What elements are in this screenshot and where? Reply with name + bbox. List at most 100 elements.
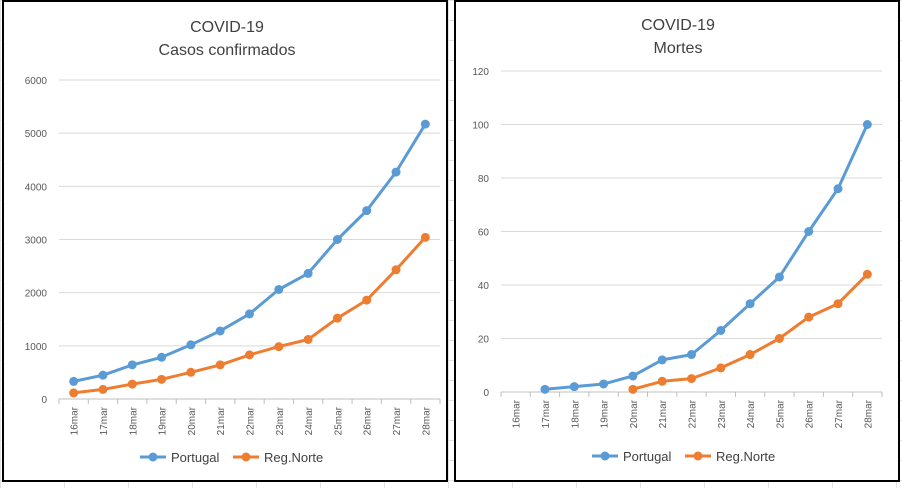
cases-data-point-regnorte xyxy=(274,342,284,352)
cases-data-point-portugal xyxy=(391,167,401,177)
deaths-data-point-portugal xyxy=(833,184,843,194)
cases-y-tick-label: 6000 xyxy=(25,76,48,87)
cases-x-tick-label: 21mar xyxy=(216,406,227,435)
deaths-chart-subtitle: Mortes xyxy=(654,40,703,57)
deaths-x-tick-label: 16mar xyxy=(512,399,523,428)
cases-legend-label: Portugal xyxy=(171,450,220,465)
cases-data-point-portugal xyxy=(362,206,372,216)
cases-data-point-portugal xyxy=(245,309,254,319)
deaths-y-tick-label: 100 xyxy=(472,121,489,132)
cases-data-point-portugal xyxy=(274,284,284,294)
deaths-x-tick-label: 27mar xyxy=(834,399,845,428)
cases-data-point-portugal xyxy=(127,360,137,370)
cases-legend-marker xyxy=(148,452,158,462)
deaths-data-point-portugal xyxy=(716,325,726,335)
deaths-legend-label: Portugal xyxy=(623,449,672,464)
cases-y-tick-label: 3000 xyxy=(25,236,48,247)
deaths-x-tick-label: 24mar xyxy=(746,399,757,428)
cases-legend-label: Reg.Norte xyxy=(264,450,323,465)
chart-confirmed-cases-plot: COVID-19 Casos confirmados 0 1000 2000 3000 40… xyxy=(25,19,441,465)
deaths-data-point-regnorte xyxy=(628,384,638,394)
cases-data-point-portugal xyxy=(332,235,342,244)
deaths-data-point-portugal xyxy=(745,299,755,309)
deaths-y-tick-label: 80 xyxy=(478,174,490,185)
cases-data-point-portugal xyxy=(303,268,313,278)
deaths-x-tick-label: 25mar xyxy=(775,399,786,428)
deaths-y-tick-label: 60 xyxy=(478,228,490,239)
deaths-x-tick-label: 23mar xyxy=(717,399,728,428)
deaths-legend-marker xyxy=(693,451,703,461)
deaths-x-tick-label: 18mar xyxy=(570,399,581,428)
deaths-data-point-regnorte xyxy=(804,312,814,322)
deaths-data-point-regnorte xyxy=(657,376,667,386)
cases-x-tick-label: 20mar xyxy=(187,406,198,435)
cases-x-tick-label: 26mar xyxy=(363,406,374,435)
cases-x-tick-label: 23mar xyxy=(275,406,286,435)
deaths-y-tick-label: 0 xyxy=(483,388,489,399)
cases-data-point-regnorte xyxy=(215,360,225,370)
cases-x-tick-label: 16mar xyxy=(70,406,81,435)
cases-y-tick-label: 2000 xyxy=(25,289,48,300)
deaths-data-point-regnorte xyxy=(833,299,843,309)
cases-x-tick-label: 17mar xyxy=(99,406,110,435)
deaths-x-tick-label: 19mar xyxy=(600,399,611,428)
deaths-data-point-portugal xyxy=(599,379,609,389)
deaths-x-tick-label: 22mar xyxy=(688,399,699,428)
deaths-x-tick-label: 17mar xyxy=(541,399,552,428)
cases-x-tick-label: 28mar xyxy=(421,406,432,435)
deaths-y-tick-label: 40 xyxy=(478,281,490,292)
deaths-data-point-portugal xyxy=(628,371,638,381)
deaths-x-tick-label: 21mar xyxy=(658,399,669,428)
deaths-legend-marker xyxy=(600,451,610,461)
cases-data-point-portugal xyxy=(98,370,108,380)
deaths-x-tick-label: 28mar xyxy=(863,399,874,428)
cases-data-point-regnorte xyxy=(420,232,430,242)
deaths-y-tick-label: 120 xyxy=(472,67,489,78)
cases-x-tick-label: 25mar xyxy=(333,406,344,435)
cases-data-point-regnorte xyxy=(157,374,167,384)
deaths-data-point-portugal xyxy=(657,355,667,365)
deaths-data-point-regnorte xyxy=(774,334,784,343)
cases-y-tick-label: 5000 xyxy=(25,129,48,140)
cases-data-point-regnorte xyxy=(245,350,254,360)
cases-data-point-regnorte xyxy=(332,313,342,323)
deaths-x-tick-label: 20mar xyxy=(629,399,640,428)
chart-deaths[interactable]: COVID-19 Mortes 0 20 40 60 80 100 120 16mar 17mar 1… xyxy=(454,0,900,482)
cases-legend-marker xyxy=(241,452,251,462)
cases-data-point-regnorte xyxy=(186,367,196,377)
cases-data-point-regnorte xyxy=(98,384,108,394)
cases-x-tick-label: 18mar xyxy=(128,406,139,435)
deaths-legend-label: Reg.Norte xyxy=(716,449,775,464)
deaths-x-tick-label: 26mar xyxy=(805,399,816,428)
deaths-data-point-portugal xyxy=(569,382,579,392)
deaths-series-line-regnorte xyxy=(631,272,869,391)
cases-data-point-portugal xyxy=(157,352,167,362)
cases-chart-title: COVID-19 xyxy=(190,19,264,36)
deaths-data-point-portugal xyxy=(774,272,784,282)
deaths-data-point-regnorte xyxy=(862,269,872,279)
cases-data-point-regnorte xyxy=(127,379,137,389)
cases-data-point-regnorte xyxy=(391,265,401,275)
cases-y-tick-label: 1000 xyxy=(25,342,48,353)
cases-data-point-regnorte xyxy=(69,388,79,398)
cases-y-tick-label: 0 xyxy=(41,395,47,406)
deaths-data-point-regnorte xyxy=(745,350,755,360)
deaths-chart-title: COVID-19 xyxy=(641,17,715,34)
deaths-data-point-portugal xyxy=(687,350,696,360)
chart-confirmed-cases[interactable]: COVID-19 Casos confirmados 0 1000 2000 3000 40… xyxy=(2,0,448,482)
cases-series-line-portugal xyxy=(72,122,427,383)
cases-data-point-portugal xyxy=(420,119,430,129)
cases-x-tick-label: 22mar xyxy=(246,406,257,435)
deaths-series-line-portugal xyxy=(543,123,869,391)
cases-x-tick-label: 24mar xyxy=(304,406,315,435)
deaths-data-point-regnorte xyxy=(687,374,696,384)
cases-data-point-portugal xyxy=(186,340,196,350)
deaths-data-point-portugal xyxy=(804,227,814,236)
chart-deaths-plot: COVID-19 Mortes 0 20 40 60 80 100 120 16mar 17mar 1… xyxy=(472,17,883,464)
cases-x-tick-label: 27mar xyxy=(392,406,403,435)
deaths-data-point-portugal xyxy=(540,384,550,394)
deaths-data-point-regnorte xyxy=(716,363,726,373)
cases-data-point-regnorte xyxy=(303,334,313,344)
deaths-data-point-portugal xyxy=(862,120,872,129)
cases-chart-subtitle: Casos confirmados xyxy=(159,42,296,59)
